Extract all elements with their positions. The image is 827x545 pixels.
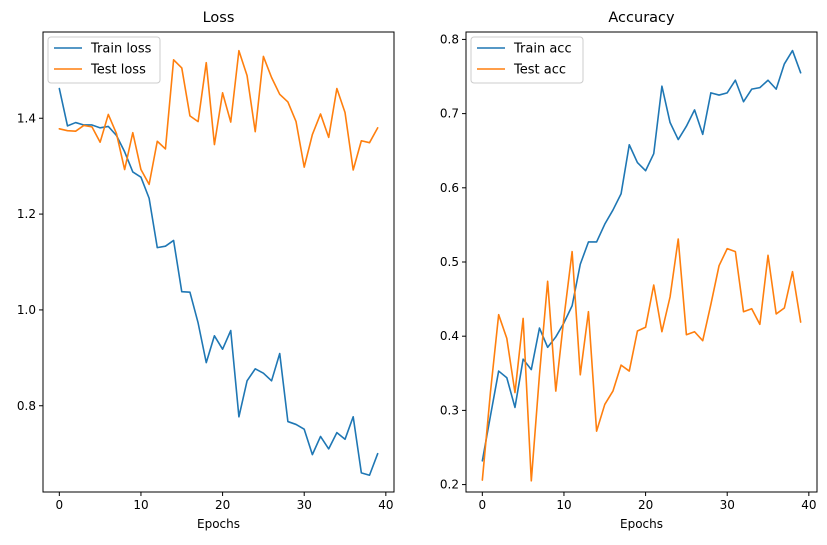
loss-chart-x-axis-label: Epochs [197, 517, 240, 531]
accuracy-chart-series-test-acc [481, 238, 802, 482]
accuracy-chart-x-tick-label: 30 [720, 498, 735, 512]
loss-chart-y-axis: 0.8 1.0 1.2 1.4 [17, 111, 43, 413]
accuracy-chart-legend: Train acc Test acc [470, 36, 584, 84]
loss-chart-x-tick-label: 0 [56, 498, 64, 512]
loss-chart-legend-label-train-loss: Train loss [90, 42, 152, 57]
accuracy-chart-x-tick-label: 20 [638, 498, 653, 512]
loss-chart-plot-area [58, 49, 379, 477]
accuracy-chart-x-tick-label: 0 [479, 498, 487, 512]
accuracy-chart-plot-area [481, 49, 802, 482]
loss-chart-legend-label-test-loss: Test loss [90, 63, 146, 78]
loss-chart-series-train-loss [58, 87, 379, 477]
loss-chart-y-tick-label: 1.0 [17, 303, 36, 317]
accuracy-chart-x-axis-label: Epochs [620, 517, 663, 531]
accuracy-chart-legend-label-test-acc: Test acc [513, 63, 566, 78]
loss-chart-x-tick-label: 20 [215, 498, 230, 512]
loss-chart-y-tick-label: 0.8 [17, 399, 36, 413]
accuracy-chart-y-tick-label: 0.4 [440, 329, 459, 343]
loss-chart-x-tick-label: 30 [297, 498, 312, 512]
loss-chart-x-tick-label: 40 [378, 498, 393, 512]
accuracy-chart-x-tick-label: 10 [556, 498, 571, 512]
accuracy-chart-y-tick-label: 0.7 [440, 107, 459, 121]
accuracy-chart-legend-label-train-acc: Train acc [513, 42, 572, 57]
accuracy-chart-y-tick-label: 0.3 [440, 403, 459, 417]
loss-chart-axes-frame [42, 31, 395, 493]
loss-chart: Loss 0 10 20 30 40 0.8 1.0 1.2 1.4 Epochs Train… [17, 10, 395, 531]
loss-chart-y-tick-label: 1.4 [17, 111, 36, 125]
loss-chart-y-tick-label: 1.2 [17, 207, 36, 221]
accuracy-chart: Accuracy 0 10 20 30 40 0.2 0.3 0.4 0.5 0.6 0.7 0.8… [440, 10, 818, 531]
accuracy-chart-x-tick-label: 40 [801, 498, 816, 512]
loss-chart-x-tick-label: 10 [133, 498, 148, 512]
accuracy-chart-y-axis: 0.2 0.3 0.4 0.5 0.6 0.7 0.8 [440, 32, 466, 492]
accuracy-chart-x-axis: 0 10 20 30 40 [479, 492, 816, 512]
accuracy-chart-title: Accuracy [608, 10, 675, 26]
loss-chart-series-test-loss [58, 49, 379, 186]
accuracy-chart-y-tick-label: 0.5 [440, 255, 459, 269]
accuracy-chart-y-tick-label: 0.8 [440, 32, 459, 46]
loss-chart-title: Loss [203, 10, 235, 26]
accuracy-chart-y-tick-label: 0.6 [440, 181, 459, 195]
loss-chart-legend: Train loss Test loss [47, 36, 161, 84]
accuracy-chart-series-train-acc [481, 49, 802, 462]
loss-chart-x-axis: 0 10 20 30 40 [56, 492, 393, 512]
accuracy-chart-y-tick-label: 0.2 [440, 478, 459, 492]
